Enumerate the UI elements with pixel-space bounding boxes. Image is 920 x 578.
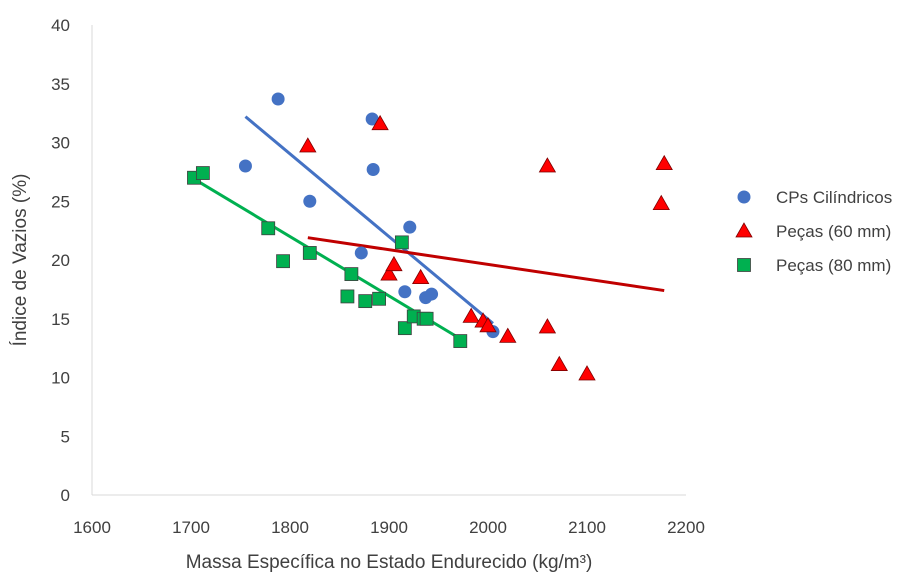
point-pecas-80-mm (372, 291, 387, 306)
x-tick-label: 2100 (568, 518, 606, 537)
y-tick-label: 40 (51, 16, 70, 35)
x-tick-labels: 1600 1700 1800 1900 2000 2100 2200 (73, 518, 705, 537)
x-tick-label: 2200 (667, 518, 705, 537)
y-tick-label: 0 (61, 486, 70, 505)
legend-marker-pecas-60-mm (735, 222, 753, 238)
point-pecas-60-mm (655, 154, 673, 171)
point-cps-cilindricos (398, 285, 412, 299)
y-tick-label: 5 (61, 427, 70, 446)
y-tick-label: 35 (51, 75, 70, 94)
x-tick-label: 1900 (370, 518, 408, 537)
x-axis-title: Massa Específica no Estado Endurecido (k… (186, 552, 593, 573)
y-tick-labels: 0 5 10 15 20 25 30 35 40 (51, 16, 70, 505)
y-tick-label: 15 (51, 310, 70, 329)
legend-label-cps-cilindricos: CPs Cilíndricos (776, 188, 892, 207)
point-pecas-60-mm (538, 157, 557, 173)
x-tick-label: 1800 (271, 518, 309, 537)
trendline-cps-cilindricos (244, 115, 494, 325)
point-cps-cilindricos (354, 246, 368, 260)
point-cps-cilindricos (271, 92, 285, 106)
point-pecas-80-mm (344, 267, 359, 282)
point-pecas-80-mm (276, 254, 290, 269)
y-tick-label: 10 (51, 369, 70, 388)
plot-area (91, 25, 686, 496)
legend-label-pecas-60-mm: Peças (60 mm) (776, 222, 891, 241)
point-cps-cilindricos (403, 220, 417, 234)
point-cps-cilindricos (366, 163, 380, 177)
point-pecas-60-mm (380, 265, 398, 281)
y-tick-label: 25 (51, 192, 70, 211)
legend-label-pecas-80-mm: Peças (80 mm) (776, 256, 891, 275)
point-pecas-80-mm (419, 311, 434, 326)
point-pecas-60-mm (479, 316, 497, 333)
point-pecas-80-mm (340, 289, 355, 304)
point-pecas-80-mm (453, 334, 468, 348)
point-pecas-60-mm (462, 307, 480, 323)
legend-marker-pecas-80-mm (737, 258, 751, 272)
x-tick-label: 1600 (73, 518, 111, 537)
point-pecas-80-mm (394, 235, 409, 250)
legend: CPs Cilíndricos Peças (60 mm) Peças (80 mm… (735, 188, 892, 275)
point-pecas-60-mm (411, 268, 430, 285)
legend-marker-cps-cilindricos (737, 190, 751, 204)
y-tick-label: 20 (51, 251, 70, 270)
point-pecas-60-mm (652, 194, 670, 211)
trendline-pecas-60-mm (307, 236, 665, 293)
point-pecas-60-mm (550, 355, 568, 371)
x-tick-label: 2000 (469, 518, 507, 537)
point-pecas-80-mm (261, 221, 276, 236)
point-pecas-60-mm (385, 255, 403, 272)
x-tick-label: 1700 (172, 518, 210, 537)
point-cps-cilindricos (425, 287, 439, 301)
point-pecas-80-mm (358, 294, 373, 309)
point-pecas-60-mm (371, 114, 389, 131)
data-points (187, 92, 673, 381)
point-pecas-80-mm (195, 166, 210, 180)
point-pecas-60-mm (578, 365, 596, 381)
point-pecas-60-mm (499, 327, 517, 343)
point-pecas-80-mm (397, 321, 412, 336)
point-cps-cilindricos (238, 159, 252, 173)
y-tick-label: 30 (51, 134, 70, 153)
point-pecas-60-mm (299, 137, 317, 153)
point-pecas-60-mm (538, 318, 557, 334)
point-cps-cilindricos (365, 112, 379, 126)
point-pecas-80-mm (302, 246, 317, 260)
point-cps-cilindricos (303, 194, 317, 208)
y-axis-title: Índice de Vazios (%) (10, 174, 31, 347)
